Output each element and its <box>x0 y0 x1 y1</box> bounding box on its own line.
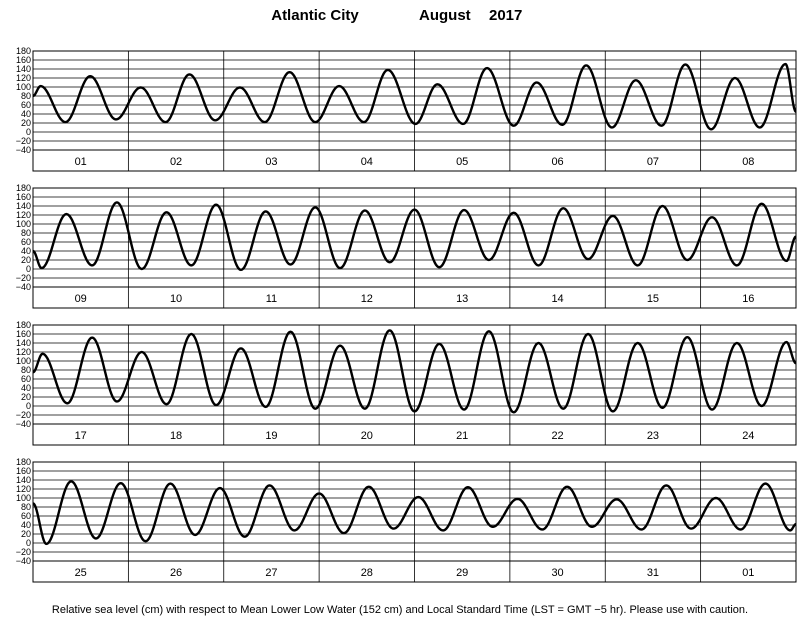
y-tick-label: −20 <box>16 410 31 420</box>
day-label: 18 <box>170 430 182 442</box>
panel-frame <box>32 324 797 446</box>
day-label: 12 <box>361 293 373 305</box>
y-tick-label: 60 <box>21 374 31 384</box>
y-tick-label: 20 <box>21 255 31 265</box>
day-label: 30 <box>551 567 563 579</box>
y-tick-label: −40 <box>16 282 31 292</box>
y-tick-label: 40 <box>21 520 31 530</box>
day-label: 01 <box>742 567 754 579</box>
y-tick-label: 60 <box>21 100 31 110</box>
y-tick-label: 20 <box>21 392 31 402</box>
day-label: 09 <box>75 293 87 305</box>
y-tick-label: 160 <box>16 329 31 339</box>
y-tick-label: 20 <box>21 118 31 128</box>
y-tick-label: 60 <box>21 237 31 247</box>
y-tick-label: 0 <box>26 538 31 548</box>
y-tick-label: 140 <box>16 475 31 485</box>
day-label: 10 <box>170 293 182 305</box>
y-tick-label: 120 <box>16 484 31 494</box>
panel-frame <box>32 461 797 583</box>
y-tick-label: 40 <box>21 383 31 393</box>
y-tick-label: 80 <box>21 228 31 238</box>
day-label: 15 <box>647 293 659 305</box>
day-label: 11 <box>266 293 277 305</box>
y-tick-label: 140 <box>16 201 31 211</box>
y-tick-label: 180 <box>16 320 31 330</box>
chart-title-year: 2017 <box>489 7 522 24</box>
y-tick-label: 120 <box>16 347 31 357</box>
day-label: 24 <box>742 430 754 442</box>
day-label: 25 <box>75 567 87 579</box>
y-tick-label: 160 <box>16 192 31 202</box>
y-tick-label: 100 <box>16 493 31 503</box>
y-tick-label: 20 <box>21 529 31 539</box>
y-tick-label: 180 <box>16 183 31 193</box>
y-tick-label: 0 <box>26 264 31 274</box>
y-tick-label: 100 <box>16 356 31 366</box>
y-tick-label: −40 <box>16 145 31 155</box>
y-tick-label: 140 <box>16 338 31 348</box>
y-tick-label: 80 <box>21 502 31 512</box>
y-tick-label: −40 <box>16 419 31 429</box>
day-label: 19 <box>265 430 277 442</box>
day-label: 13 <box>456 293 468 305</box>
day-label: 04 <box>361 156 373 168</box>
day-label: 27 <box>265 567 277 579</box>
chart-title-location: Atlantic City <box>271 7 359 24</box>
day-label: 08 <box>742 156 754 168</box>
day-label: 05 <box>456 156 468 168</box>
y-tick-label: 180 <box>16 457 31 467</box>
y-tick-label: −20 <box>16 547 31 557</box>
day-label: 02 <box>170 156 182 168</box>
tide-series-line <box>32 480 797 546</box>
day-label: 06 <box>551 156 563 168</box>
day-label: 03 <box>265 156 277 168</box>
tide-series-line <box>32 329 797 414</box>
y-tick-label: 100 <box>16 219 31 229</box>
tide-series-line <box>32 62 797 131</box>
y-tick-label: 80 <box>21 91 31 101</box>
day-label: 23 <box>647 430 659 442</box>
day-label: 22 <box>551 430 563 442</box>
day-label: 14 <box>551 293 563 305</box>
day-label: 26 <box>170 567 182 579</box>
y-tick-label: 180 <box>16 46 31 56</box>
y-tick-label: 100 <box>16 82 31 92</box>
y-tick-label: −40 <box>16 556 31 566</box>
day-label: 16 <box>742 293 754 305</box>
y-tick-label: 80 <box>21 365 31 375</box>
day-label: 21 <box>456 430 468 442</box>
day-label: 07 <box>647 156 659 168</box>
y-tick-label: 120 <box>16 210 31 220</box>
y-tick-label: 0 <box>26 401 31 411</box>
y-tick-label: 140 <box>16 64 31 74</box>
y-tick-label: 160 <box>16 55 31 65</box>
panel-frame <box>32 187 797 309</box>
y-tick-label: 40 <box>21 246 31 256</box>
day-label: 01 <box>75 156 87 168</box>
y-tick-label: 40 <box>21 109 31 119</box>
y-tick-label: −20 <box>16 136 31 146</box>
day-label: 29 <box>456 567 468 579</box>
y-tick-label: 120 <box>16 73 31 83</box>
tide-series-line <box>32 201 797 272</box>
day-label: 17 <box>75 430 87 442</box>
y-tick-label: 0 <box>26 127 31 137</box>
chart-footnote: Relative sea level (cm) with respect to … <box>52 604 748 616</box>
day-label: 31 <box>647 567 659 579</box>
y-tick-label: 60 <box>21 511 31 521</box>
y-tick-label: −20 <box>16 273 31 283</box>
chart-title-month: August <box>419 7 471 24</box>
y-tick-label: 160 <box>16 466 31 476</box>
day-label: 28 <box>361 567 373 579</box>
day-label: 20 <box>361 430 373 442</box>
